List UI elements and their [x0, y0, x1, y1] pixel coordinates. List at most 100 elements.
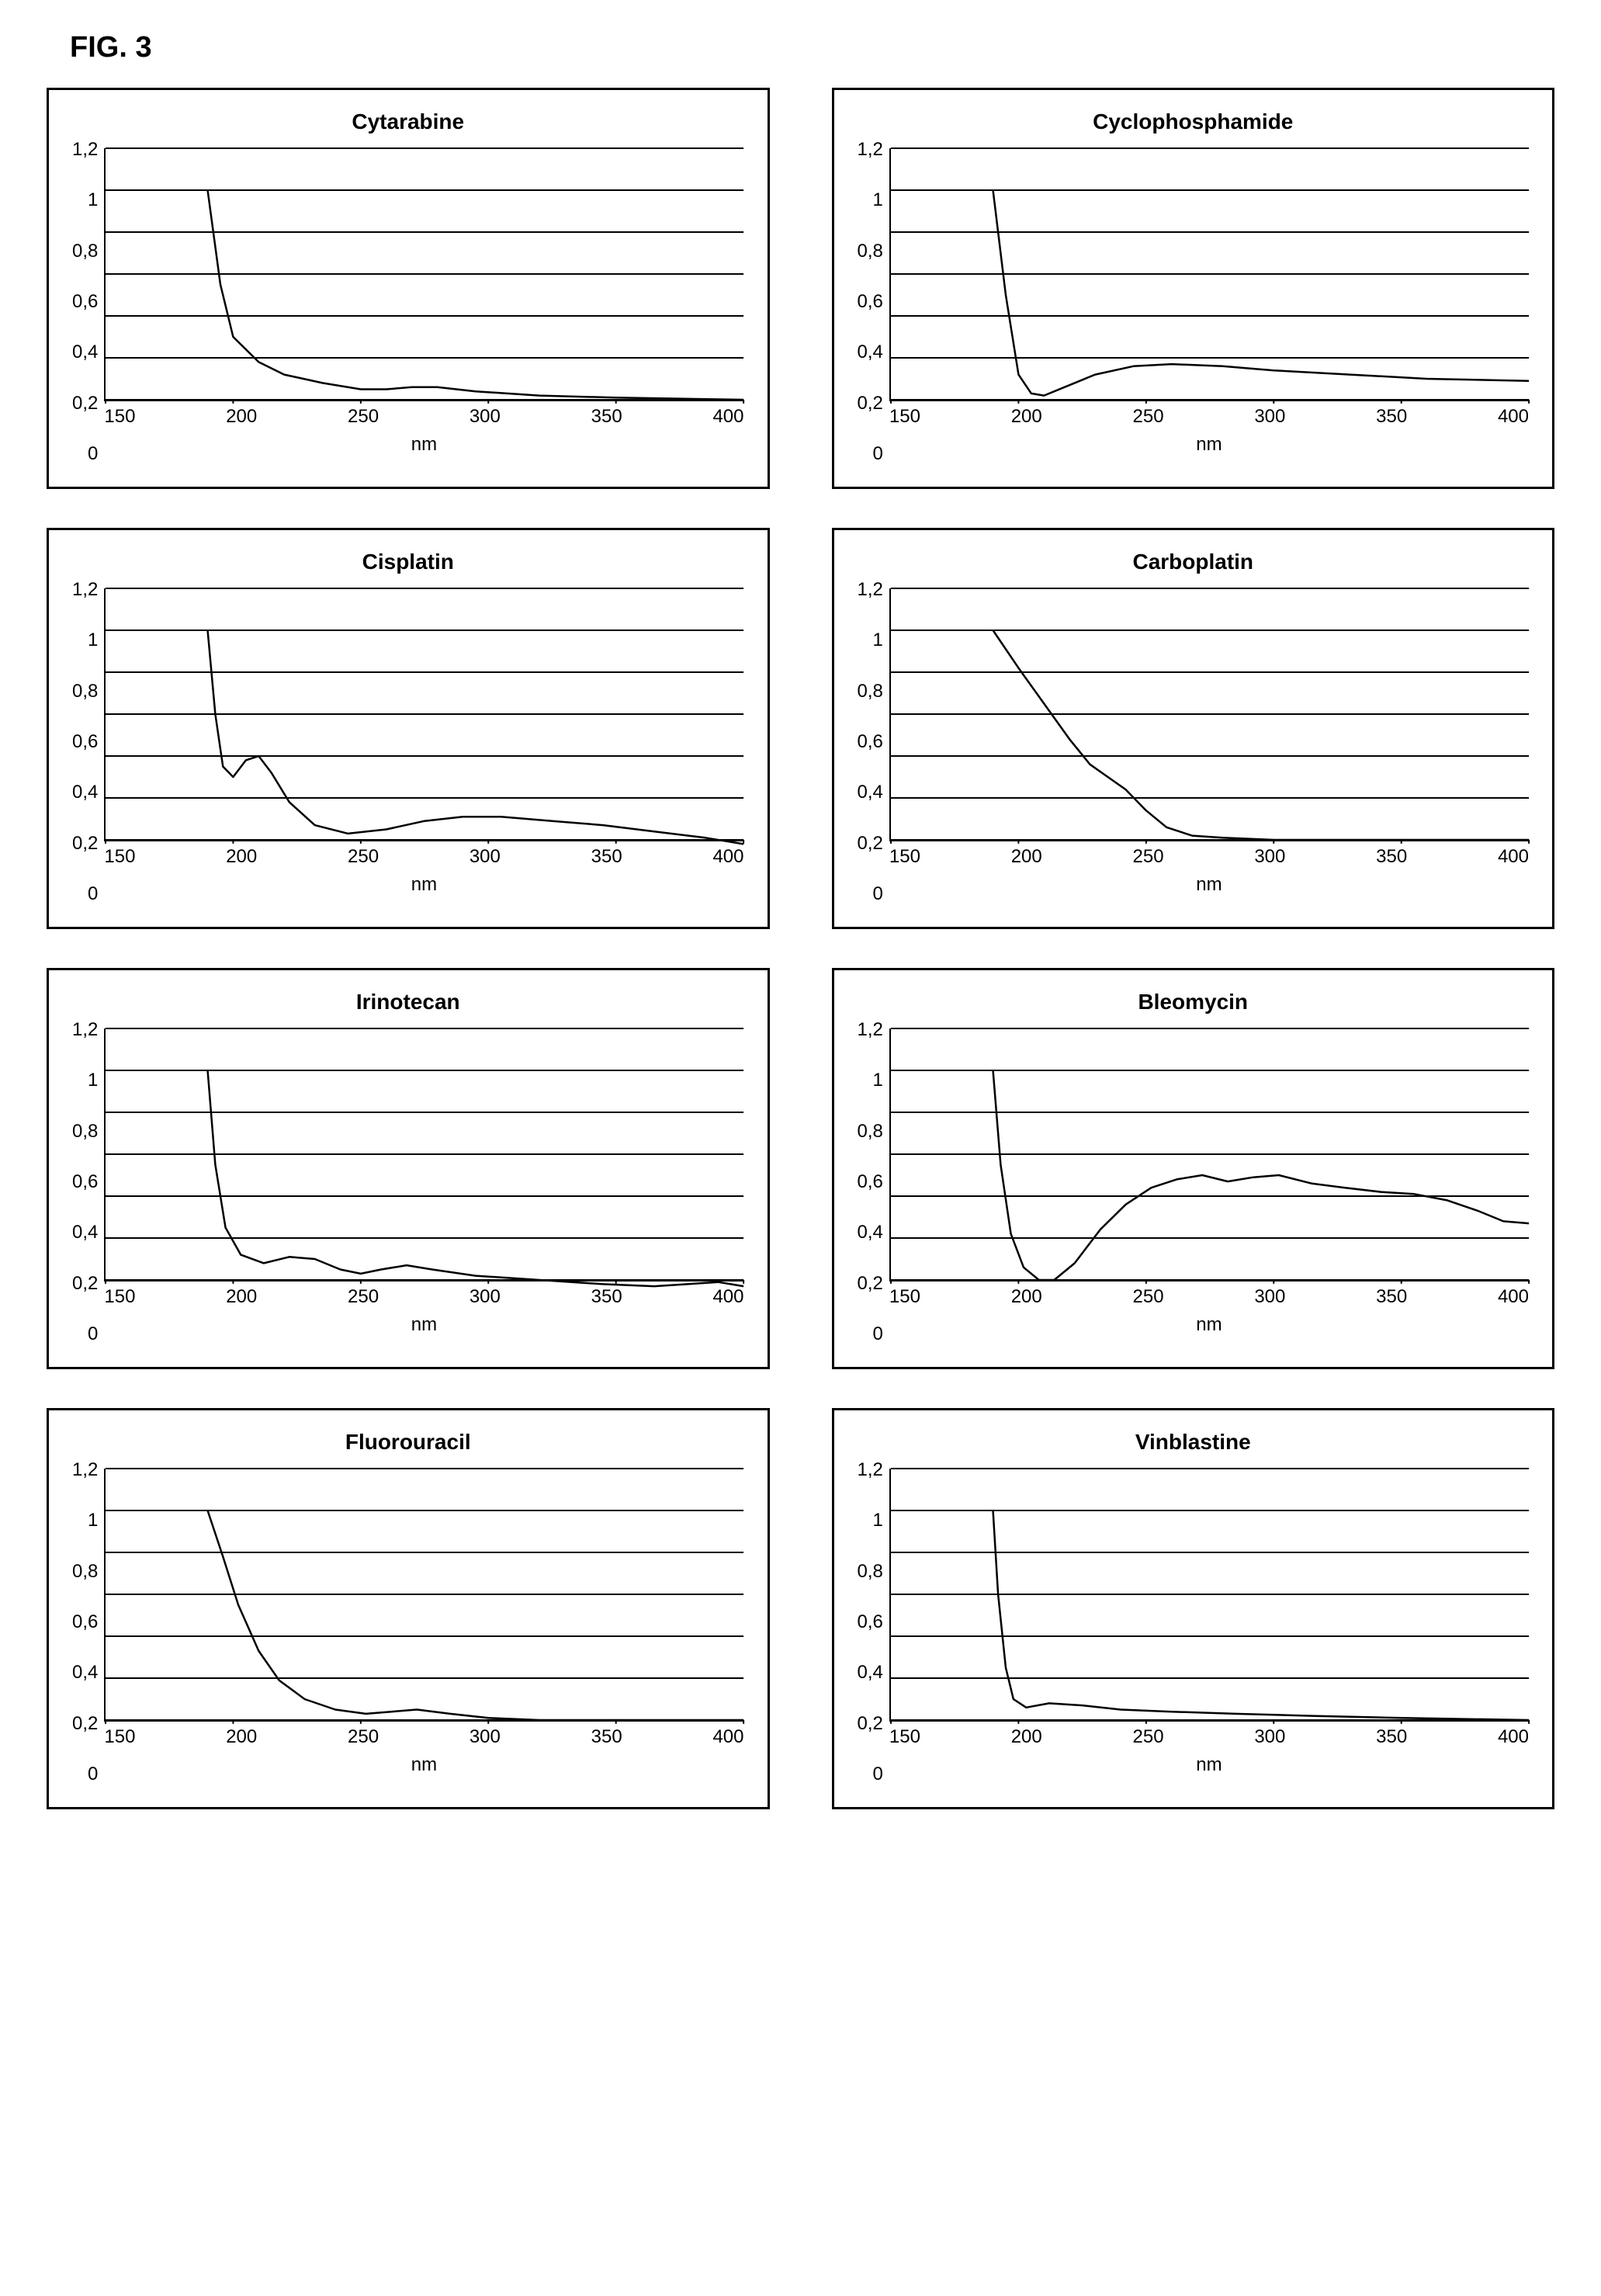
x-tick-label: 150: [104, 846, 135, 868]
plot-area: [104, 148, 743, 401]
x-tick-label: 200: [226, 1286, 257, 1308]
x-tick-label: 350: [1376, 1726, 1407, 1748]
y-axis-ticks: 1,210,80,60,40,20: [858, 579, 889, 905]
y-tick-label: 0,2: [72, 1713, 98, 1735]
chart-title: Bleomycin: [858, 990, 1530, 1014]
y-tick-label: 1,2: [858, 1459, 883, 1481]
y-tick-label: 0,2: [72, 833, 98, 855]
x-tick-label: 400: [1498, 1286, 1529, 1308]
y-tick-label: 1: [873, 1070, 883, 1091]
x-tick-label: 150: [889, 406, 920, 428]
data-line: [993, 190, 1529, 396]
y-tick-label: 0,2: [858, 393, 883, 414]
x-axis-label: nm: [889, 874, 1529, 896]
chart-panel: Carboplatin1,210,80,60,40,20150200250300…: [832, 528, 1555, 929]
y-tick-label: 0: [88, 443, 98, 465]
y-axis-ticks: 1,210,80,60,40,20: [858, 139, 889, 465]
y-axis-ticks: 1,210,80,60,40,20: [72, 579, 104, 905]
y-tick-label: 0,8: [72, 1561, 98, 1583]
chart-title: Cisplatin: [72, 550, 744, 574]
x-axis-ticks: 150200250300350400: [104, 846, 743, 868]
x-tick-label: 200: [226, 1726, 257, 1748]
data-line: [208, 1510, 744, 1720]
x-tick-label: 300: [1254, 1286, 1285, 1308]
y-tick-label: 1,2: [858, 1019, 883, 1041]
x-tick-label: 250: [1133, 1726, 1164, 1748]
x-tick-label: 150: [104, 1726, 135, 1748]
x-tick-label: 400: [712, 406, 743, 428]
chart-panel: Fluorouracil1,210,80,60,40,2015020025030…: [47, 1408, 770, 1809]
y-tick-label: 0: [873, 1323, 883, 1345]
x-tick-label: 200: [1011, 406, 1042, 428]
x-axis-ticks: 150200250300350400: [889, 1726, 1529, 1748]
x-tick-label: 200: [226, 846, 257, 868]
x-axis-label: nm: [104, 874, 743, 896]
x-tick-label: 250: [1133, 846, 1164, 868]
y-tick-label: 0: [873, 443, 883, 465]
y-axis-ticks: 1,210,80,60,40,20: [858, 1019, 889, 1345]
data-line: [208, 630, 744, 844]
x-tick-label: 200: [1011, 1726, 1042, 1748]
y-tick-label: 0,6: [858, 731, 883, 753]
y-tick-label: 1: [88, 1510, 98, 1531]
y-tick-label: 0: [873, 1764, 883, 1785]
x-tick-label: 300: [470, 406, 501, 428]
x-tick-label: 400: [1498, 406, 1529, 428]
y-tick-label: 0,4: [858, 1662, 883, 1684]
y-tick-label: 0,6: [72, 1611, 98, 1633]
data-line: [993, 630, 1529, 840]
y-tick-label: 0,4: [72, 342, 98, 363]
x-axis-ticks: 150200250300350400: [889, 1286, 1529, 1308]
y-tick-label: 1,2: [72, 139, 98, 161]
y-tick-label: 1: [88, 189, 98, 211]
x-axis-ticks: 150200250300350400: [889, 846, 1529, 868]
y-tick-label: 0,8: [72, 1121, 98, 1143]
chart-panel: Cisplatin1,210,80,60,40,2015020025030035…: [47, 528, 770, 929]
x-tick-label: 300: [470, 1286, 501, 1308]
x-axis-label: nm: [104, 434, 743, 456]
y-tick-label: 0,6: [72, 1171, 98, 1193]
y-tick-label: 0: [873, 883, 883, 905]
y-tick-label: 0,6: [858, 291, 883, 313]
x-tick-label: 400: [712, 1286, 743, 1308]
y-tick-label: 0,6: [858, 1171, 883, 1193]
chart-panel: Vinblastine1,210,80,60,40,20150200250300…: [832, 1408, 1555, 1809]
y-axis-ticks: 1,210,80,60,40,20: [858, 1459, 889, 1785]
x-axis-label: nm: [889, 434, 1529, 456]
chart-panel: Irinotecan1,210,80,60,40,201502002503003…: [47, 968, 770, 1369]
x-tick-label: 350: [591, 1286, 622, 1308]
data-line: [208, 1070, 744, 1286]
x-tick-label: 350: [1376, 406, 1407, 428]
y-tick-label: 0,8: [858, 1561, 883, 1583]
plot-area: [889, 1469, 1529, 1722]
plot-area: [889, 588, 1529, 841]
x-tick-label: 350: [1376, 1286, 1407, 1308]
y-axis-ticks: 1,210,80,60,40,20: [72, 1019, 104, 1345]
y-tick-label: 0,8: [72, 241, 98, 262]
data-line: [208, 190, 744, 400]
y-tick-label: 0,2: [858, 1713, 883, 1735]
x-tick-label: 250: [348, 1286, 379, 1308]
y-tick-label: 1: [873, 1510, 883, 1531]
y-tick-label: 0,8: [858, 1121, 883, 1143]
chart-panel: Bleomycin1,210,80,60,40,2015020025030035…: [832, 968, 1555, 1369]
x-axis-label: nm: [889, 1314, 1529, 1336]
x-tick-label: 400: [712, 1726, 743, 1748]
y-tick-label: 1: [88, 629, 98, 651]
y-tick-label: 1,2: [72, 1019, 98, 1041]
y-tick-label: 0,8: [858, 681, 883, 702]
x-tick-label: 350: [591, 846, 622, 868]
y-tick-label: 0,4: [72, 1662, 98, 1684]
x-tick-label: 250: [348, 1726, 379, 1748]
x-tick-label: 350: [1376, 846, 1407, 868]
y-axis-ticks: 1,210,80,60,40,20: [72, 1459, 104, 1785]
y-tick-label: 0: [88, 1323, 98, 1345]
y-tick-label: 0,8: [72, 681, 98, 702]
plot-area: [104, 1028, 743, 1282]
x-axis-label: nm: [104, 1314, 743, 1336]
y-tick-label: 0,2: [858, 833, 883, 855]
plot-area: [104, 1469, 743, 1722]
y-tick-label: 0,4: [858, 782, 883, 803]
x-tick-label: 150: [889, 1726, 920, 1748]
y-tick-label: 1,2: [72, 579, 98, 601]
